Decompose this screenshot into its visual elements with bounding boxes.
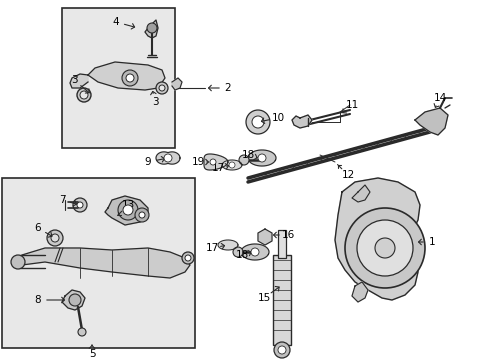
Circle shape <box>123 205 133 215</box>
Text: 19: 19 <box>191 157 204 167</box>
Circle shape <box>78 328 86 336</box>
Text: 12: 12 <box>341 170 354 180</box>
Text: 11: 11 <box>345 100 358 110</box>
Circle shape <box>159 85 164 91</box>
Text: 1: 1 <box>428 237 434 247</box>
Circle shape <box>278 346 285 354</box>
Text: 15: 15 <box>257 293 270 303</box>
Text: 2: 2 <box>224 83 231 93</box>
Polygon shape <box>88 62 164 90</box>
Polygon shape <box>247 150 275 166</box>
Polygon shape <box>105 196 148 225</box>
Circle shape <box>345 208 424 288</box>
Circle shape <box>232 247 243 257</box>
Circle shape <box>239 155 248 165</box>
Circle shape <box>147 23 157 33</box>
Polygon shape <box>203 154 227 170</box>
Polygon shape <box>258 229 271 245</box>
Text: 17: 17 <box>211 163 224 173</box>
Text: 17: 17 <box>205 243 218 253</box>
Polygon shape <box>70 74 88 88</box>
Text: 3: 3 <box>151 97 158 107</box>
Bar <box>2 178 195 348</box>
Polygon shape <box>145 20 158 38</box>
Polygon shape <box>351 185 369 202</box>
Circle shape <box>139 212 145 218</box>
Text: 10: 10 <box>271 113 284 123</box>
Polygon shape <box>414 108 447 135</box>
Circle shape <box>228 162 235 168</box>
Circle shape <box>69 294 81 306</box>
Circle shape <box>182 252 194 264</box>
Polygon shape <box>334 178 419 300</box>
Text: 9: 9 <box>144 157 151 167</box>
Circle shape <box>156 82 168 94</box>
Polygon shape <box>156 152 180 164</box>
Polygon shape <box>222 160 242 170</box>
Circle shape <box>184 255 191 261</box>
Text: 16: 16 <box>281 230 294 240</box>
Circle shape <box>126 74 134 82</box>
Bar <box>278 230 285 258</box>
Polygon shape <box>291 115 311 128</box>
Text: 18: 18 <box>241 150 254 160</box>
Circle shape <box>135 208 149 222</box>
Polygon shape <box>62 290 85 310</box>
Polygon shape <box>241 244 268 260</box>
Text: 4: 4 <box>112 17 119 27</box>
Circle shape <box>374 238 394 258</box>
Bar <box>62 8 175 148</box>
Circle shape <box>118 200 138 220</box>
Circle shape <box>77 202 83 208</box>
Text: 5: 5 <box>88 349 95 359</box>
Text: 8: 8 <box>35 295 41 305</box>
Bar <box>272 255 290 345</box>
Circle shape <box>356 220 412 276</box>
Text: 14: 14 <box>432 93 446 103</box>
Polygon shape <box>218 240 238 250</box>
Text: 3: 3 <box>71 75 77 85</box>
Text: 7: 7 <box>59 195 65 205</box>
Text: 18: 18 <box>235 250 248 260</box>
Circle shape <box>163 154 172 162</box>
Circle shape <box>47 230 63 246</box>
Circle shape <box>245 110 269 134</box>
Circle shape <box>209 159 216 165</box>
Circle shape <box>11 255 25 269</box>
Circle shape <box>80 91 88 99</box>
Circle shape <box>73 198 87 212</box>
Circle shape <box>250 248 259 256</box>
Circle shape <box>273 342 289 358</box>
Circle shape <box>258 154 265 162</box>
Circle shape <box>122 70 138 86</box>
Polygon shape <box>247 128 429 182</box>
Circle shape <box>251 116 264 128</box>
Text: 6: 6 <box>35 223 41 233</box>
Polygon shape <box>15 248 190 278</box>
Polygon shape <box>351 282 367 302</box>
Polygon shape <box>172 78 182 90</box>
Circle shape <box>77 88 91 102</box>
Circle shape <box>51 234 59 242</box>
Text: 13: 13 <box>121 200 134 210</box>
